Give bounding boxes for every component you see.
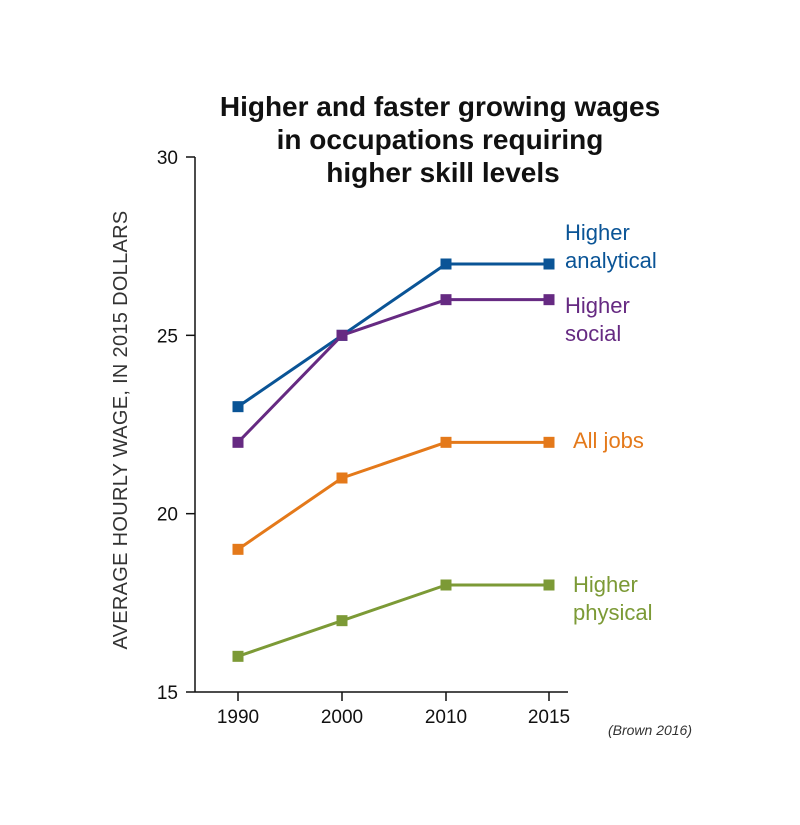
data-point-marker [336,472,348,484]
data-point-marker [543,579,555,591]
y-tick-label: 25 [157,326,178,347]
x-tick-label: 1990 [217,707,259,728]
axes [194,157,568,693]
y-tick-label: 15 [157,683,178,704]
data-point-marker [232,543,244,555]
x-tick-label: 2010 [425,707,467,728]
series-group [232,258,555,662]
series-labels: Higher analytical Higher social All jobs High… [565,220,657,625]
y-tick-label: 20 [157,505,178,526]
series-line-3 [237,583,549,658]
data-point-marker [336,329,348,341]
y-ticks: 15 20 25 30 [157,148,195,704]
chart-title-line-2: in occupations requiring [277,124,604,155]
data-point-marker [336,615,348,627]
chart-title-line-1: Higher and faster growing wages [220,91,660,122]
series-label: Higher [565,293,630,318]
data-point-marker [543,258,555,270]
data-point-marker [232,401,244,413]
x-tick-label: 2000 [321,707,363,728]
x-tick-label: 2015 [528,707,570,728]
x-ticks: 1990 2000 2010 2015 [217,692,570,728]
series-label: analytical [565,248,657,273]
data-point-marker [232,650,244,662]
series-label: Higher [573,572,638,597]
series-label: physical [573,600,652,625]
data-point-marker [543,436,555,448]
y-axis-label: AVERAGE HOURLY WAGE, IN 2015 DOLLARS [110,210,132,649]
series-line-0 [237,262,549,408]
series-label: Higher [565,220,630,245]
data-point-marker [543,294,555,306]
data-point-marker [440,436,452,448]
chart-title: Higher and faster growing wages in occup… [220,91,660,188]
chart-title-line-3: higher skill levels [326,157,559,188]
source-note: (Brown 2016) [608,722,692,738]
data-point-marker [440,294,452,306]
series-label: All jobs [573,428,644,453]
series-label: social [565,321,621,346]
series-line-1 [236,298,549,444]
series-line-2 [237,440,549,551]
data-point-marker [440,579,452,591]
data-point-marker [440,258,452,270]
y-tick-label: 30 [157,148,178,169]
data-point-marker [232,436,244,448]
